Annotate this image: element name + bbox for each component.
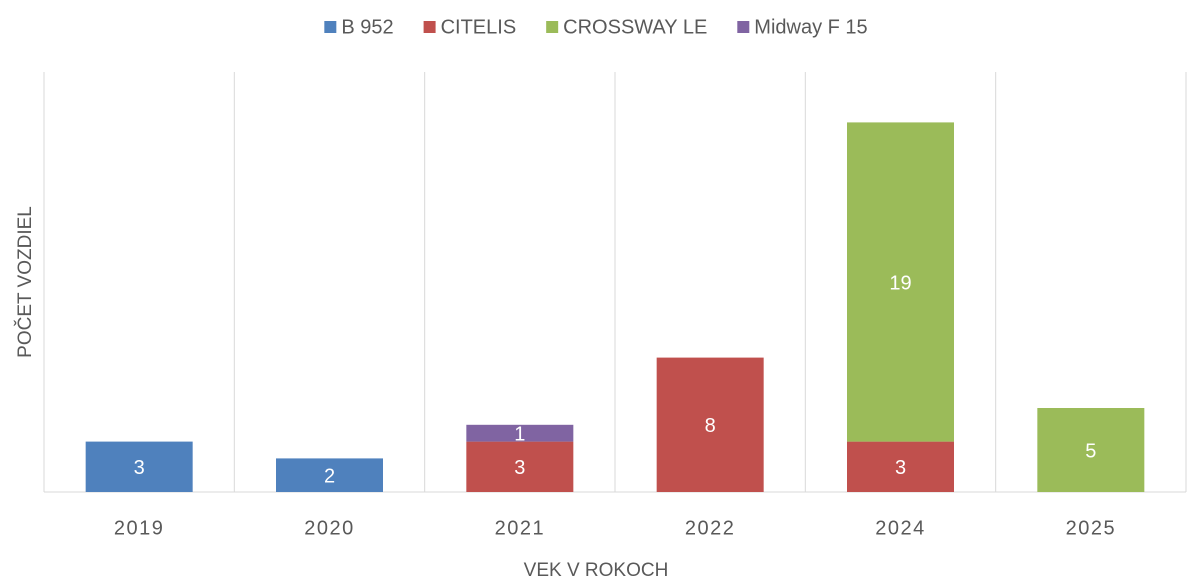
legend-label: Midway F 15 [754,16,867,38]
legend-swatch [423,21,436,33]
x-tick-label: 2020 [304,517,355,539]
data-label: 1 [514,423,525,445]
data-label: 5 [1085,440,1096,462]
bar-segment [1037,408,1145,492]
legend-swatch [737,21,750,33]
bar-segment [847,122,954,442]
y-axis-label: POČET VOZDIEL [14,206,36,358]
data-label: 8 [705,415,716,437]
x-tick-label: 2019 [114,517,165,539]
bar-segment [466,424,574,442]
bar-segment [656,357,764,492]
data-label: 2 [324,465,335,487]
x-tick-label: 2025 [1066,517,1117,539]
bar-segment [276,458,383,492]
x-tick-label: 2022 [685,517,736,539]
data-label: 3 [134,457,145,479]
legend-label: CROSSWAY LE [563,16,707,38]
x-tick-label: 2021 [495,517,546,539]
bar-segment [85,441,193,492]
x-tick-label: 2024 [875,517,926,539]
data-label: 19 [889,272,911,294]
data-label: 3 [895,457,906,479]
bar-segment [847,441,954,492]
legend-label: CITELIS [441,16,517,38]
x-axis-label: VEK V ROKOCH [524,560,669,581]
bar-segment [466,441,574,492]
legend-label: B 952 [341,16,393,38]
legend-swatch [546,21,559,33]
legend-swatch [324,21,337,33]
data-label: 3 [514,457,525,479]
